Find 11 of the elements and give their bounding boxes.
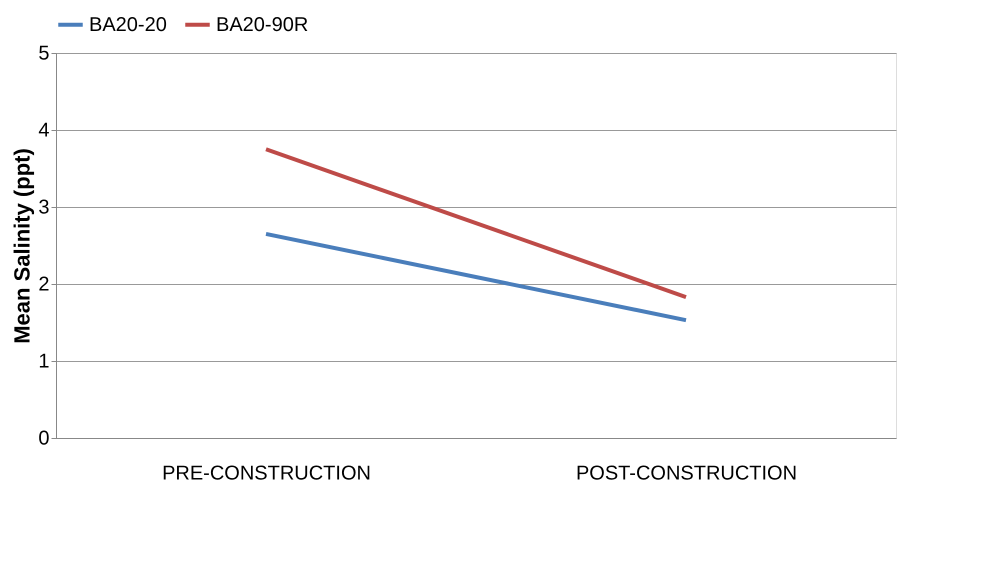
x-tick-label: POST-CONSTRUCTION	[576, 462, 798, 484]
y-tick-label: 5	[38, 42, 50, 64]
y-tick-label: 0	[38, 428, 50, 450]
y-tick-label: 1	[38, 350, 50, 372]
y-tick-label: 4	[38, 120, 50, 142]
legend-label: BA20-20	[89, 14, 167, 36]
y-axis-title: Mean Salinity (ppt)	[9, 148, 34, 344]
y-tick-label: 2	[38, 274, 50, 296]
x-tick-label: PRE-CONSTRUCTION	[162, 462, 371, 484]
y-tick-label: 3	[38, 196, 50, 218]
legend-label: BA20-90R	[216, 14, 308, 36]
